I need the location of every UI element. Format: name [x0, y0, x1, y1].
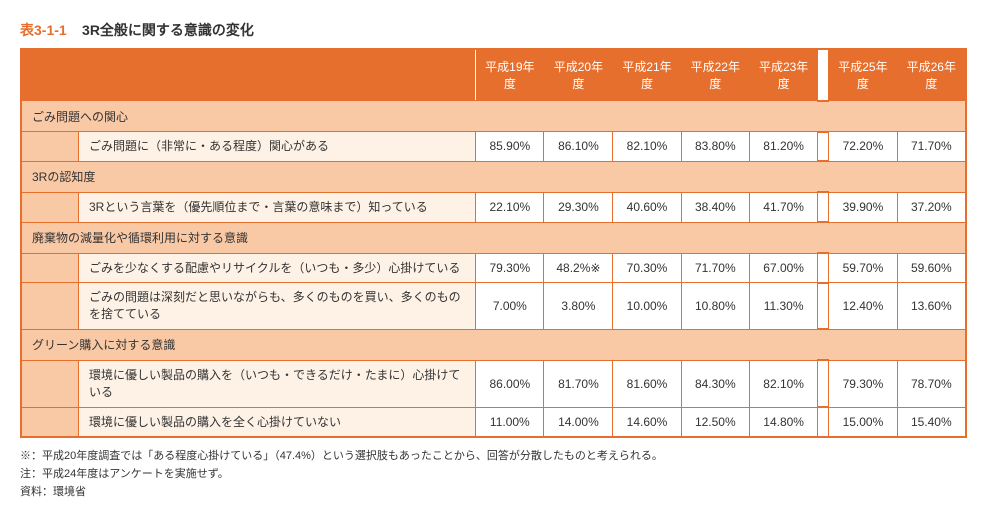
notes-block: ※：平成20年度調査では「ある程度心掛けている」（47.4%）という選択肢もあっ…	[20, 448, 967, 501]
indent-spacer	[21, 283, 79, 330]
data-row: 3Rという言葉を（優先順位まで・言葉の意味まで）知っている22.10%29.30…	[21, 192, 966, 222]
gap-cell	[818, 253, 829, 283]
table-title: 3R全般に関する意識の変化	[82, 22, 254, 38]
data-cell: 7.00%	[476, 283, 544, 330]
section-label: 3Rの認知度	[21, 161, 966, 192]
section-label: 廃棄物の減量化や循環利用に対する意識	[21, 222, 966, 253]
data-cell: 79.30%	[829, 360, 897, 407]
data-cell: 22.10%	[476, 192, 544, 222]
data-row: 環境に優しい製品の購入を全く心掛けていない11.00%14.00%14.60%1…	[21, 407, 966, 437]
data-cell: 29.30%	[544, 192, 613, 222]
col-h26: 平成26年度	[897, 49, 966, 101]
col-h25: 平成25年度	[829, 49, 897, 101]
indent-spacer	[21, 360, 79, 407]
gap-cell	[818, 360, 829, 407]
data-cell: 12.50%	[681, 407, 749, 437]
data-cell: 40.60%	[613, 192, 681, 222]
data-cell: 59.60%	[897, 253, 966, 283]
data-cell: 37.20%	[897, 192, 966, 222]
data-cell: 71.70%	[897, 132, 966, 162]
data-cell: 81.20%	[749, 132, 817, 162]
section-row: グリーン購入に対する意識	[21, 329, 966, 360]
data-cell: 86.00%	[476, 360, 544, 407]
col-h22: 平成22年度	[681, 49, 749, 101]
section-label: グリーン購入に対する意識	[21, 329, 966, 360]
indent-spacer	[21, 192, 79, 222]
data-cell: 81.60%	[613, 360, 681, 407]
section-row: 廃棄物の減量化や循環利用に対する意識	[21, 222, 966, 253]
col-h21: 平成21年度	[613, 49, 681, 101]
data-row: 環境に優しい製品の購入を（いつも・できるだけ・たまに）心掛けている86.00%8…	[21, 360, 966, 407]
data-cell: 72.20%	[829, 132, 897, 162]
col-h20: 平成20年度	[544, 49, 613, 101]
header-row: 平成19年度 平成20年度 平成21年度 平成22年度 平成23年度 平成25年…	[21, 49, 966, 101]
gap-cell	[818, 283, 829, 330]
data-row: ごみ問題に（非常に・ある程度）関心がある85.90%86.10%82.10%83…	[21, 132, 966, 162]
data-cell: 14.80%	[749, 407, 817, 437]
data-row: ごみを少なくする配慮やリサイクルを（いつも・多少）心掛けている79.30%48.…	[21, 253, 966, 283]
indent-spacer	[21, 253, 79, 283]
note-3: 資料：環境省	[20, 484, 967, 502]
gap-cell	[818, 407, 829, 437]
gap-cell	[818, 132, 829, 162]
row-label: ごみ問題に（非常に・ある程度）関心がある	[79, 132, 476, 162]
note-2: 注：平成24年度はアンケートを実施せず。	[20, 466, 967, 484]
row-label: ごみの問題は深刻だと思いながらも、多くのものを買い、多くのものを捨てている	[79, 283, 476, 330]
data-cell: 82.10%	[613, 132, 681, 162]
data-cell: 10.00%	[613, 283, 681, 330]
data-row: ごみの問題は深刻だと思いながらも、多くのものを買い、多くのものを捨てている7.0…	[21, 283, 966, 330]
col-h19: 平成19年度	[476, 49, 544, 101]
section-label: ごみ問題への関心	[21, 101, 966, 132]
corner-cell	[21, 49, 476, 101]
data-cell: 67.00%	[749, 253, 817, 283]
gap-cell	[818, 192, 829, 222]
data-cell: 14.60%	[613, 407, 681, 437]
indent-spacer	[21, 132, 79, 162]
data-cell: 38.40%	[681, 192, 749, 222]
data-cell: 11.30%	[749, 283, 817, 330]
data-cell: 48.2%※	[544, 253, 613, 283]
row-label: ごみを少なくする配慮やリサイクルを（いつも・多少）心掛けている	[79, 253, 476, 283]
section-row: 3Rの認知度	[21, 161, 966, 192]
data-cell: 11.00%	[476, 407, 544, 437]
data-cell: 86.10%	[544, 132, 613, 162]
data-cell: 12.40%	[829, 283, 897, 330]
data-cell: 71.70%	[681, 253, 749, 283]
data-cell: 85.90%	[476, 132, 544, 162]
data-cell: 70.30%	[613, 253, 681, 283]
data-cell: 39.90%	[829, 192, 897, 222]
data-cell: 84.30%	[681, 360, 749, 407]
row-label: 環境に優しい製品の購入を全く心掛けていない	[79, 407, 476, 437]
data-cell: 15.40%	[897, 407, 966, 437]
data-cell: 10.80%	[681, 283, 749, 330]
note-1: ※：平成20年度調査では「ある程度心掛けている」（47.4%）という選択肢もあっ…	[20, 448, 967, 466]
data-cell: 79.30%	[476, 253, 544, 283]
data-cell: 59.70%	[829, 253, 897, 283]
data-cell: 82.10%	[749, 360, 817, 407]
data-cell: 41.70%	[749, 192, 817, 222]
data-cell: 3.80%	[544, 283, 613, 330]
data-cell: 78.70%	[897, 360, 966, 407]
row-label: 環境に優しい製品の購入を（いつも・できるだけ・たまに）心掛けている	[79, 360, 476, 407]
col-h23: 平成23年度	[749, 49, 817, 101]
row-label: 3Rという言葉を（優先順位まで・言葉の意味まで）知っている	[79, 192, 476, 222]
table-caption: 表3-1-1 3R全般に関する意識の変化	[20, 20, 967, 40]
data-cell: 83.80%	[681, 132, 749, 162]
data-cell: 81.70%	[544, 360, 613, 407]
indent-spacer	[21, 407, 79, 437]
gap-header	[818, 49, 829, 101]
section-row: ごみ問題への関心	[21, 101, 966, 132]
data-cell: 14.00%	[544, 407, 613, 437]
table-number: 表3-1-1	[20, 22, 67, 38]
data-table: 平成19年度 平成20年度 平成21年度 平成22年度 平成23年度 平成25年…	[20, 48, 967, 438]
data-cell: 15.00%	[829, 407, 897, 437]
data-cell: 13.60%	[897, 283, 966, 330]
